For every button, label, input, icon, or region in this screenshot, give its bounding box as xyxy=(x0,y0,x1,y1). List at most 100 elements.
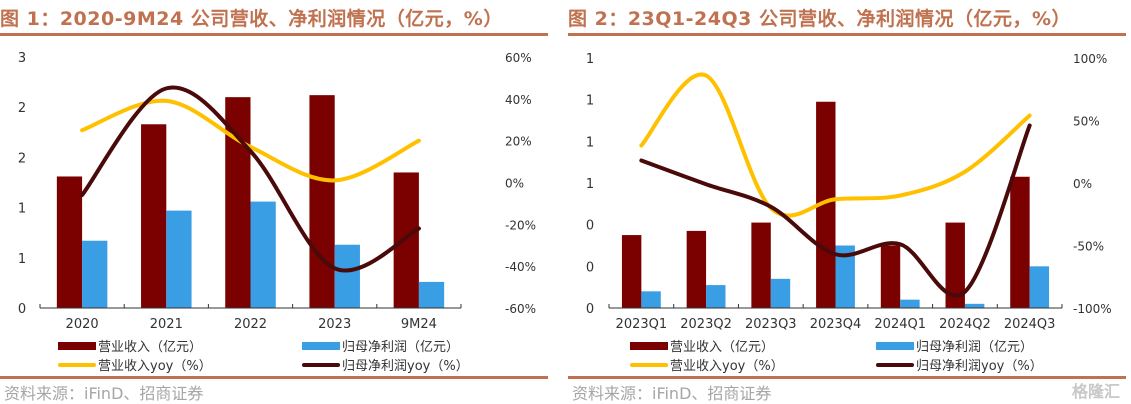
line-revenue-yoy xyxy=(639,72,1032,218)
y-left-tick-label: 0 xyxy=(586,219,594,234)
legend-item-revenue: 营业收入（亿元） xyxy=(630,336,774,355)
watermark-logo: 格隆汇 xyxy=(1071,382,1120,401)
line-revenue-yoy xyxy=(80,98,421,183)
x-tick-label: 2024Q3 xyxy=(1004,317,1056,330)
bar-revenue xyxy=(751,222,771,308)
y-right-tick-label: 20% xyxy=(505,135,532,149)
y-left-tick-label: 1 xyxy=(586,94,594,109)
bar-revenue xyxy=(1010,176,1030,308)
bar-net-profit xyxy=(1029,266,1050,308)
y-left-tick-label: 2 xyxy=(18,101,26,116)
bar-revenue xyxy=(686,230,707,308)
legend-item-profit-yoy: 归母净利润yoy（%） xyxy=(876,355,1043,374)
x-tick-label: 9M24 xyxy=(401,317,437,330)
bar-net-profit xyxy=(166,210,192,308)
y-right-tick-label: 50% xyxy=(1073,115,1100,129)
bar-revenue xyxy=(393,172,419,308)
bar-revenue xyxy=(56,176,83,308)
chart-title-1: 图 1：2020-9M24 公司营收、净利润情况（亿元，%） xyxy=(0,8,503,30)
legend-swatch-revenue-yoy xyxy=(630,362,668,367)
y-left-tick-label: 2 xyxy=(18,151,26,166)
bar-net-profit xyxy=(418,281,445,308)
legend-label: 归母净利润yoy（%） xyxy=(342,359,469,374)
y-right-tick-label: -50% xyxy=(1073,240,1104,254)
bar-revenue xyxy=(309,95,335,308)
y-left-tick-label: 1 xyxy=(18,202,26,217)
x-tick-label: 2020 xyxy=(66,317,99,330)
bar-revenue xyxy=(945,222,965,308)
bar-net-profit xyxy=(835,245,855,308)
y-left-tick-label: 0 xyxy=(586,260,594,275)
x-tick-label: 2023Q2 xyxy=(680,317,732,330)
bar-net-profit xyxy=(900,299,920,308)
legend-item-profit-yoy: 归母净利润yoy（%） xyxy=(302,355,469,374)
y-left-tick-label: 0 xyxy=(18,302,26,317)
chart-1-plot: 0 1 1 2 2 3 -60% -40% -20% 0% 20% 40% 60% 2020 2021 202… xyxy=(18,51,536,330)
title-rule xyxy=(0,33,548,36)
y-left-tick-label: 1 xyxy=(586,135,594,150)
y-left-tick-label: 1 xyxy=(18,252,26,267)
legend-label: 归母净利润（亿元） xyxy=(342,340,460,355)
bar-net-profit xyxy=(334,244,360,308)
line-net-profit-yoy xyxy=(639,123,1032,298)
legend-label: 营业收入（亿元） xyxy=(670,340,775,355)
bar-net-profit xyxy=(964,303,985,308)
legend-swatch-profit xyxy=(876,341,914,350)
x-tick-label: 2021 xyxy=(150,317,183,330)
bar-net-profit xyxy=(706,285,726,308)
y-left-tick-label: 1 xyxy=(586,52,594,67)
y-right-tick-label: 0% xyxy=(505,177,524,191)
y-right-tick-label: 40% xyxy=(505,93,532,107)
x-tick-label: 2023 xyxy=(318,317,351,330)
legend-label: 营业收入yoy（%） xyxy=(98,359,212,374)
legend-swatch-revenue xyxy=(58,341,96,350)
x-tick-label: 2024Q2 xyxy=(939,317,991,330)
y-right-tick-label: 0% xyxy=(1073,177,1092,191)
bar-revenue xyxy=(880,245,901,308)
legend-label: 归母净利润yoy（%） xyxy=(916,359,1043,374)
source-note: 资料来源：iFinD、招商证券 xyxy=(572,384,772,403)
legend-item-revenue-yoy: 营业收入yoy（%） xyxy=(58,355,212,374)
source-note: 资料来源：iFinD、招商证券 xyxy=(4,384,204,403)
legend-label: 归母净利润（亿元） xyxy=(916,340,1034,355)
y-left-tick-label: 0 xyxy=(586,302,594,317)
bar-revenue xyxy=(141,124,167,308)
x-tick-label: 2023Q1 xyxy=(616,317,668,330)
y-right-tick-label: 60% xyxy=(505,51,532,65)
legend-item-profit: 归母净利润（亿元） xyxy=(302,336,459,355)
y-right-tick-label: -20% xyxy=(505,218,536,232)
legend-swatch-revenue xyxy=(630,341,668,350)
chart-2-plot: 0 0 0 1 1 1 1 -100% -50% 0% 50% 100% 2023Q1 2023Q2 202… xyxy=(586,52,1112,330)
legend-item-revenue: 营业收入（亿元） xyxy=(58,336,202,355)
y-right-tick-label: -100% xyxy=(1073,302,1112,316)
bar-net-profit xyxy=(250,201,276,308)
chart-panel-2: 图 2：23Q1-24Q3 公司营收、净利润情况（亿元，%） 0 0 0 1 1 1 1 -1… xyxy=(568,0,1126,403)
x-tick-label: 2024Q1 xyxy=(874,317,926,330)
x-tick-label: 2023Q4 xyxy=(810,317,862,330)
bar-revenue xyxy=(816,101,836,308)
line-net-profit-yoy xyxy=(80,85,421,273)
y-left-tick-label: 1 xyxy=(586,177,594,192)
legend-item-profit: 归母净利润（亿元） xyxy=(876,336,1033,355)
y-right-tick-label: -40% xyxy=(505,260,536,274)
x-tick-label: 2023Q3 xyxy=(745,317,797,330)
legend-swatch-profit-yoy xyxy=(302,362,340,367)
title-rule xyxy=(568,33,1126,36)
legend-item-revenue-yoy: 营业收入yoy（%） xyxy=(630,355,784,374)
y-right-tick-label: 100% xyxy=(1073,52,1107,66)
bar-net-profit xyxy=(641,291,661,308)
legend-label: 营业收入yoy（%） xyxy=(670,359,784,374)
chart-title-2: 图 2：23Q1-24Q3 公司营收、净利润情况（亿元，%） xyxy=(568,8,1071,30)
bar-revenue xyxy=(621,235,642,308)
y-left-tick-label: 3 xyxy=(18,51,26,66)
bar-net-profit xyxy=(82,240,108,308)
legend-label: 营业收入（亿元） xyxy=(98,340,203,355)
footer-rule xyxy=(0,376,548,379)
x-tick-label: 2022 xyxy=(234,317,267,330)
footer-rule xyxy=(568,376,1126,379)
bar-net-profit xyxy=(770,278,791,308)
legend-swatch-revenue-yoy xyxy=(58,362,96,367)
legend-swatch-profit xyxy=(302,341,340,350)
y-right-tick-label: -60% xyxy=(505,302,536,316)
legend-swatch-profit-yoy xyxy=(876,362,914,367)
